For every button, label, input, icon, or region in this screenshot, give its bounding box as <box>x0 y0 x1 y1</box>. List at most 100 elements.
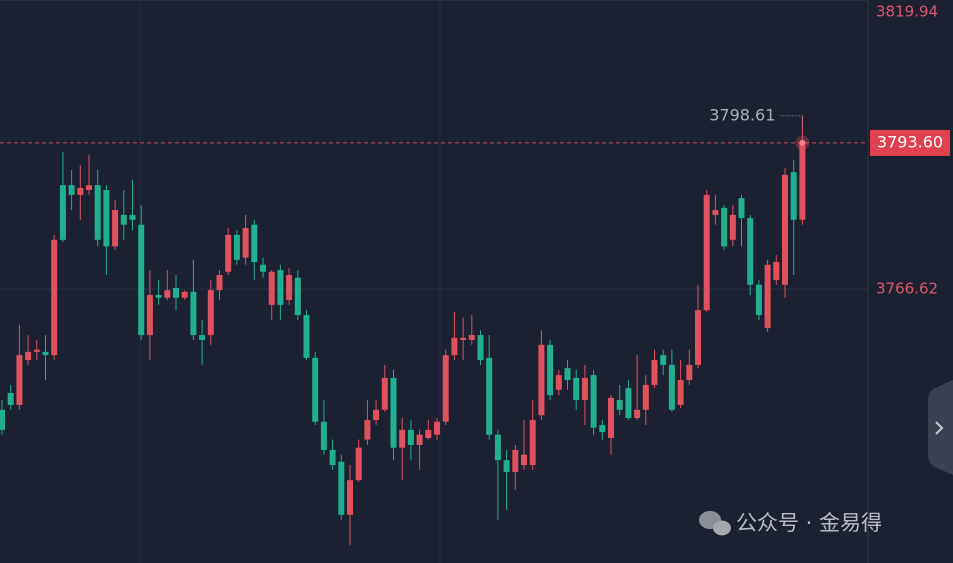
candle-body <box>425 429 432 438</box>
candle-body <box>625 388 632 418</box>
candle-body <box>651 359 658 385</box>
candle-body <box>216 275 223 291</box>
candle-body <box>51 239 58 356</box>
candle-body <box>599 424 606 432</box>
candle-body <box>146 295 153 336</box>
candle-body <box>494 434 501 461</box>
candle-body <box>773 262 780 280</box>
candle-body <box>564 368 571 381</box>
candle-body <box>538 344 545 416</box>
candle-body <box>712 210 719 215</box>
candle-body <box>468 335 475 340</box>
candle-body <box>547 344 554 396</box>
candle-body <box>764 264 771 329</box>
candle-body <box>416 434 423 445</box>
candle-body <box>86 185 92 191</box>
candle-body <box>782 174 788 285</box>
candle-body <box>695 310 701 365</box>
candle-body <box>59 185 66 240</box>
candle-body <box>233 234 240 260</box>
candle-body <box>286 275 293 300</box>
candle-body <box>0 409 5 430</box>
candle-body <box>381 377 388 410</box>
candle-body <box>573 377 580 401</box>
candle-body <box>7 393 14 405</box>
candle-body <box>190 291 197 336</box>
candle-body <box>399 429 406 448</box>
candle-body <box>407 429 414 445</box>
candle-body <box>25 351 32 360</box>
candle-body <box>747 218 754 285</box>
candle-body <box>312 357 319 422</box>
candle-body <box>129 214 136 220</box>
candle-body <box>799 142 806 220</box>
icon-bubble <box>713 520 731 536</box>
candle-body <box>512 449 519 473</box>
candle-body <box>268 271 275 305</box>
candle-body <box>729 214 736 240</box>
candle-body <box>329 449 336 466</box>
candle-body <box>33 349 40 352</box>
candle-body <box>199 335 206 340</box>
candle-body <box>503 460 510 473</box>
high-leader <box>780 115 803 126</box>
high-label: 3798.61 <box>709 105 775 124</box>
candle-body <box>434 421 440 435</box>
candle-body <box>677 380 684 405</box>
candle-body <box>738 198 745 219</box>
candle-body <box>581 377 588 401</box>
y-tick-label: 3819.94 <box>876 3 938 21</box>
candle-body <box>77 187 84 195</box>
candle-body <box>94 185 101 240</box>
candle-body <box>251 224 258 263</box>
candle-body <box>181 291 188 298</box>
candle-body <box>207 290 214 336</box>
candle-body <box>68 185 75 195</box>
watermark: 公众号 · 金易得 <box>736 511 882 535</box>
chevron-icon[interactable] <box>935 421 944 435</box>
candle-body <box>521 454 527 466</box>
candle-body <box>755 284 762 316</box>
candle-body <box>225 234 232 272</box>
candle-body <box>120 214 127 225</box>
candle-body <box>138 224 145 336</box>
candle-body <box>320 421 327 450</box>
candle-body <box>486 357 493 435</box>
candle-body <box>294 277 301 316</box>
candle-body <box>16 355 23 405</box>
candle-body <box>173 287 179 298</box>
candle-body <box>442 355 449 422</box>
candle-body <box>347 480 353 515</box>
candle-body <box>642 384 649 410</box>
candle-body <box>555 375 562 390</box>
y-tick-label: 3766.62 <box>876 279 938 297</box>
last-price-box <box>870 129 950 156</box>
collapse-tab[interactable] <box>928 380 953 475</box>
candle-body <box>529 420 536 466</box>
candle-body <box>112 210 119 247</box>
candle-body <box>155 295 162 298</box>
candle-body <box>103 190 110 247</box>
candle-body <box>390 377 397 448</box>
candle-body <box>364 420 371 440</box>
candle-body <box>634 409 641 418</box>
watermark-icon <box>699 511 731 536</box>
candle-body <box>660 355 667 365</box>
candle-body <box>668 364 675 410</box>
candle-body <box>790 172 797 220</box>
candle-body <box>260 264 266 272</box>
candle-body <box>355 447 362 481</box>
last-price-dot <box>799 139 806 146</box>
candle-body <box>42 351 49 356</box>
candle-body <box>338 461 345 515</box>
candle-body <box>608 397 614 438</box>
candle-body <box>164 290 171 298</box>
candle-body <box>686 364 693 381</box>
candle-body <box>703 194 710 311</box>
candle-body <box>590 375 597 428</box>
candle-body <box>460 337 467 340</box>
candle-body <box>242 227 249 258</box>
candle-body <box>477 335 484 360</box>
candle-body <box>721 207 728 247</box>
candle-body <box>277 270 284 305</box>
